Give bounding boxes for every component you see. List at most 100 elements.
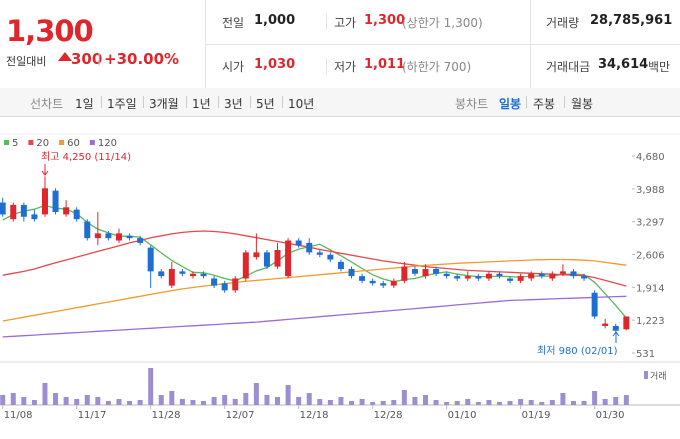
legend-swatch xyxy=(59,140,65,145)
volume-bar xyxy=(285,385,291,405)
candle-body xyxy=(263,252,270,267)
candle-body xyxy=(295,240,302,246)
period-tab[interactable]: 3년 xyxy=(224,97,243,111)
volume-bar xyxy=(486,400,492,405)
change-label: 전일대비 xyxy=(6,55,47,68)
volume-bar xyxy=(391,400,397,405)
x-tick-label: 12/07 xyxy=(226,410,255,421)
candle-body xyxy=(591,292,598,317)
candle-body xyxy=(327,254,334,260)
candle-body xyxy=(232,278,239,291)
period-tab[interactable]: 1주일 xyxy=(107,97,137,111)
candle-body xyxy=(380,283,387,286)
stat-value: 28,785,961 xyxy=(590,13,673,28)
y-tick-label: 3,297 xyxy=(636,218,665,229)
stat-value: 34,614 xyxy=(598,57,649,72)
volume-bar xyxy=(528,400,534,405)
moving-averages xyxy=(2,204,627,338)
candle-body xyxy=(581,276,588,279)
volume-bar xyxy=(581,401,587,405)
volume-bar xyxy=(148,368,154,405)
volume-bar xyxy=(306,393,312,405)
volume-bar xyxy=(507,401,513,405)
stat-value: 1,300 xyxy=(364,13,406,28)
y-tick-label: 2,606 xyxy=(636,250,665,261)
candle-body xyxy=(31,214,38,220)
candle-body xyxy=(189,273,196,277)
candle-body xyxy=(549,273,556,279)
volume-bar xyxy=(42,383,48,405)
current-price: 1,300 xyxy=(6,14,94,48)
volume-bar xyxy=(74,399,80,405)
period-tab[interactable]: 1년 xyxy=(192,97,211,111)
candle-body xyxy=(517,276,524,281)
period-tab[interactable]: 1일 xyxy=(75,97,94,111)
candle-body xyxy=(337,261,344,270)
candle-body xyxy=(179,271,186,274)
tab-separator xyxy=(101,96,102,108)
volume-bars xyxy=(0,368,629,405)
volume-bar xyxy=(127,401,133,405)
candle-body xyxy=(411,269,418,274)
candle-body xyxy=(73,209,80,220)
volume-bar xyxy=(412,397,418,405)
volume-bar xyxy=(275,397,281,405)
volume-bar xyxy=(570,401,576,405)
ma-line xyxy=(2,295,627,338)
stat-note: (하한가 700) xyxy=(402,60,472,74)
legend-swatch xyxy=(28,140,34,145)
y-tick-label: 531 xyxy=(636,349,655,360)
ma-line xyxy=(2,230,627,287)
candle-body xyxy=(528,273,535,279)
candle-body xyxy=(20,204,27,217)
candle-body xyxy=(147,247,154,272)
y-tick-label: 4,680 xyxy=(636,152,665,163)
period-tab[interactable]: 5년 xyxy=(256,97,275,111)
volume-bar xyxy=(222,395,228,405)
candle-body xyxy=(559,271,566,274)
volume-bar xyxy=(10,393,16,405)
volume-legend-label: 거래 xyxy=(650,371,667,382)
stat-label: 전일 xyxy=(222,16,245,30)
tab-separator xyxy=(282,96,283,108)
candle-body xyxy=(623,316,630,330)
candle-body xyxy=(52,190,59,213)
volume-bar xyxy=(423,395,428,405)
candle-body xyxy=(242,252,249,279)
candle-body xyxy=(0,202,6,215)
change-rate: +30.00% xyxy=(104,50,180,68)
candle-body xyxy=(602,323,609,326)
volume-bar xyxy=(623,395,629,405)
candle-body xyxy=(126,235,133,239)
legend-swatch xyxy=(4,140,9,145)
high-annotation: 최고 4,250 (11/14) xyxy=(41,151,131,163)
stat-unit: 백만 xyxy=(648,60,671,74)
volume-bar xyxy=(327,400,333,405)
divider xyxy=(205,44,680,45)
volume-bar xyxy=(444,402,450,405)
legend-label: 120 xyxy=(98,138,117,149)
tab-group-label: 봉차트 xyxy=(455,97,489,111)
volume-bar xyxy=(31,400,37,405)
stat-label: 저가 xyxy=(334,60,357,74)
candle-tab[interactable]: 월봉 xyxy=(571,97,594,111)
candle-body xyxy=(10,204,17,220)
x-tick-label: 01/10 xyxy=(448,410,477,421)
volume-bar xyxy=(401,390,407,405)
volume-bar xyxy=(454,401,460,405)
volume-bar xyxy=(380,401,386,405)
candle-body xyxy=(158,271,165,277)
period-tab[interactable]: 3개월 xyxy=(149,97,179,111)
candle-tab[interactable]: 일봉 xyxy=(499,97,522,111)
candle-body xyxy=(200,273,207,277)
candle-body xyxy=(348,269,355,277)
volume-bar xyxy=(549,400,555,405)
candle-tab[interactable]: 주봉 xyxy=(533,97,556,111)
volume-bar xyxy=(475,402,481,405)
change: 300 xyxy=(71,50,103,68)
volume-bar xyxy=(370,402,376,405)
divider xyxy=(326,58,327,74)
divider xyxy=(326,14,327,30)
volume-bar xyxy=(264,395,270,405)
period-tab[interactable]: 10년 xyxy=(288,97,315,111)
